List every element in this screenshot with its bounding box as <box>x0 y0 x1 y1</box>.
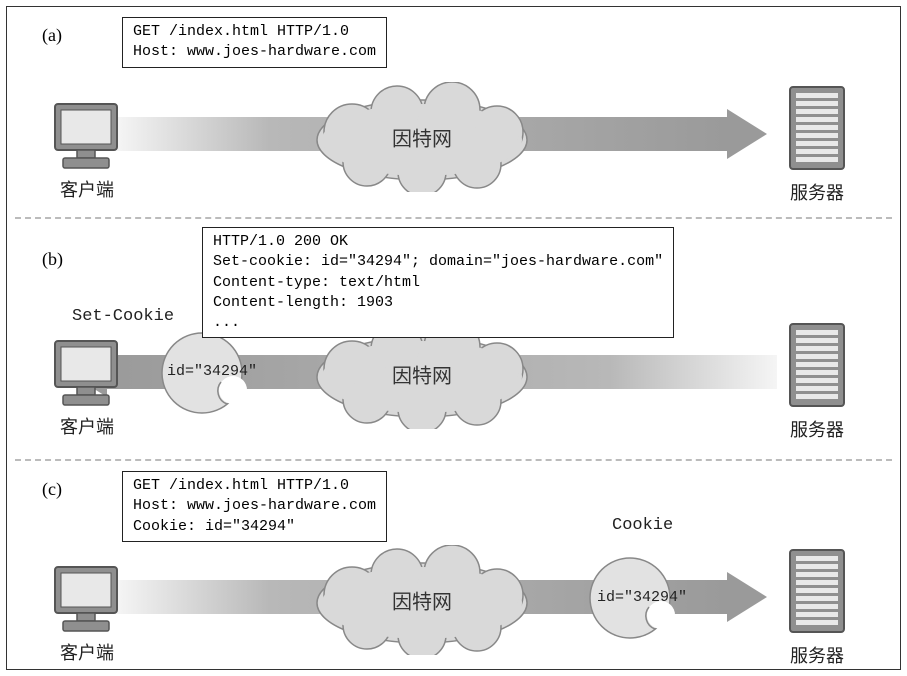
panel-c: (c) <box>7 461 900 669</box>
cloud-c-label: 因特网 <box>392 586 452 615</box>
code-box-c: GET /index.html HTTP/1.0 Host: www.joes-… <box>122 471 387 542</box>
client-a-label: 客户端 <box>42 176 132 202</box>
cloud-c: 因特网 <box>297 545 547 655</box>
server-c-label: 服务器 <box>777 642 857 668</box>
client-b-label: 客户端 <box>42 413 132 439</box>
cloud-b-label: 因特网 <box>392 360 452 389</box>
cloud-a-label: 因特网 <box>392 123 452 152</box>
client-a: 客户端 <box>42 102 132 202</box>
code-box-a: GET /index.html HTTP/1.0 Host: www.joes-… <box>122 17 387 68</box>
server-a: 服务器 <box>777 85 857 205</box>
panel-b: (b) <box>7 219 900 459</box>
server-a-label: 服务器 <box>777 179 857 205</box>
client-c: 客户端 <box>42 565 132 665</box>
panel-a: (a) <box>7 7 900 217</box>
client-b: 客户端 <box>42 339 132 439</box>
panel-b-tag: (b) <box>42 249 63 270</box>
cloud-a: 因特网 <box>297 82 547 192</box>
server-b-label: 服务器 <box>777 416 857 442</box>
set-cookie-label-b: Set-Cookie <box>72 307 174 326</box>
diagram-frame: (a) <box>6 6 901 670</box>
server-b: 服务器 <box>777 322 857 442</box>
server-c: 服务器 <box>777 548 857 668</box>
code-box-b: HTTP/1.0 200 OK Set-cookie: id="34294"; … <box>202 227 674 338</box>
panel-c-tag: (c) <box>42 479 62 500</box>
panel-a-tag: (a) <box>42 25 62 46</box>
cookie-header-c: Cookie <box>612 516 673 535</box>
cookie-id-b: id="34294" <box>167 363 257 380</box>
client-c-label: 客户端 <box>42 639 132 665</box>
